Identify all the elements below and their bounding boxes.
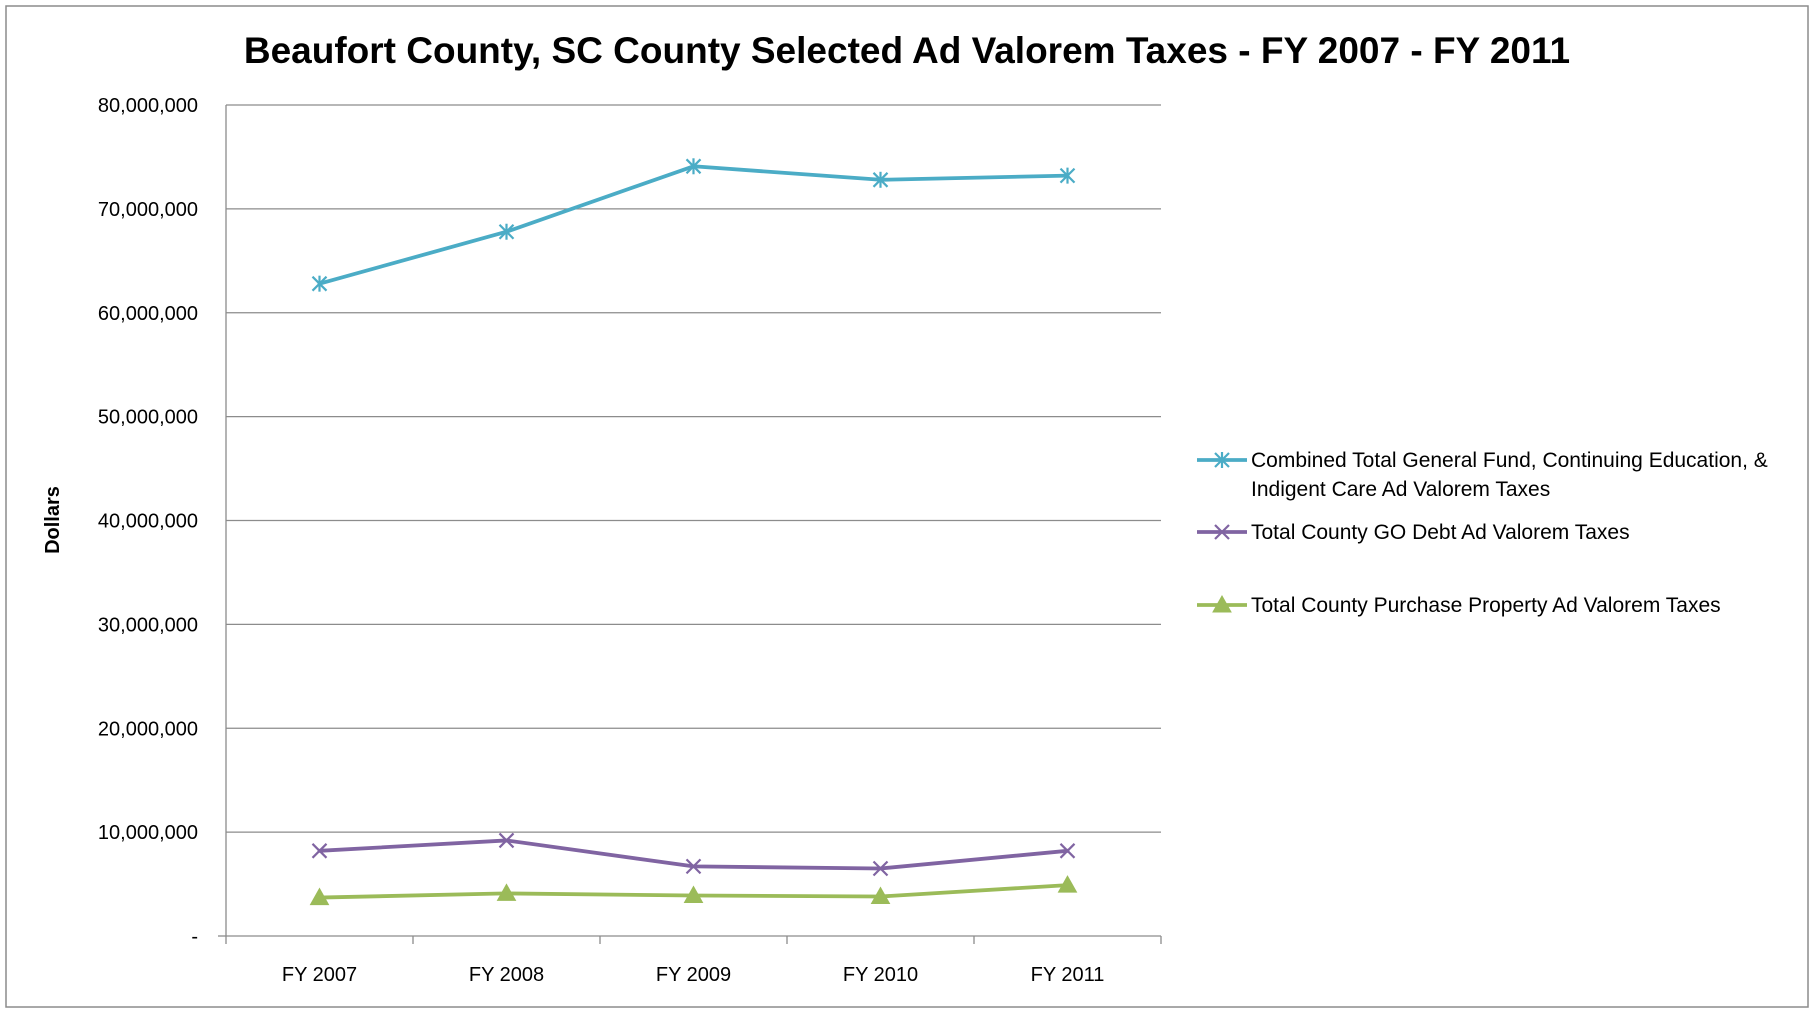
- series-2-point: [685, 858, 702, 875]
- series-1-point: [498, 223, 515, 240]
- marker-stroke: [498, 832, 515, 849]
- series-3-point: [683, 885, 704, 903]
- legend-marker: [1214, 524, 1230, 540]
- legend-label: Indigent Care Ad Valorem Taxes: [1251, 478, 1550, 501]
- series-2-point: [311, 843, 328, 859]
- y-tick-labels: - 10,000,000 20,000,000 30,000,000 40,000,00…: [98, 95, 198, 948]
- legend-marker: [1214, 452, 1230, 468]
- chart-title: Beaufort County, SC County Selected Ad V…: [244, 30, 1570, 71]
- x-tick-label: FY 2011: [1031, 964, 1105, 986]
- y-axis-label: Dollars: [42, 486, 64, 554]
- legend-marker: [1212, 594, 1232, 613]
- axes: [218, 105, 1162, 944]
- y-tick-label: 70,000,000: [98, 199, 198, 221]
- series-1-point: [872, 171, 889, 188]
- x-tick-labels: FY 2007 FY 2008 FY 2009 FY 2010 FY 2011: [282, 964, 1105, 986]
- y-tick-label: 40,000,000: [98, 511, 198, 533]
- series-3-point: [309, 887, 330, 906]
- series-2-point: [1059, 843, 1076, 859]
- chart-border: [5, 5, 1809, 1008]
- legend-label: Total County GO Debt Ad Valorem Taxes: [1251, 521, 1630, 544]
- legend-entry: Total County Purchase Property Ad Valore…: [1197, 594, 1721, 617]
- x-tick-label: FY 2009: [656, 964, 731, 986]
- y-tick-label: 30,000,000: [98, 614, 198, 636]
- y-tick-label: 80,000,000: [98, 95, 198, 117]
- marker-stroke: [872, 860, 889, 877]
- legend: Combined Total General Fund, Continuing …: [1197, 449, 1768, 617]
- x-tick-label: FY 2007: [282, 964, 357, 986]
- series-3-point: [870, 886, 891, 905]
- legend-entry: Combined Total General Fund, Continuing …: [1197, 449, 1768, 501]
- series-1-point: [685, 158, 702, 175]
- x-tick-label: FY 2008: [469, 964, 544, 986]
- y-tick-label: 10,000,000: [98, 822, 198, 844]
- legend-label: Total County Purchase Property Ad Valore…: [1251, 594, 1721, 617]
- y-tick-label: -: [191, 926, 198, 948]
- marker-stroke: [685, 858, 702, 875]
- marker-stroke: [1214, 524, 1230, 540]
- x-tick-label: FY 2010: [843, 964, 918, 986]
- series-1-point: [1059, 167, 1076, 184]
- legend-entry: Total County GO Debt Ad Valorem Taxes: [1197, 521, 1630, 544]
- series-3-point: [1057, 875, 1078, 893]
- y-tick-label: 60,000,000: [98, 303, 198, 325]
- series-1-point: [311, 275, 328, 292]
- legend-label: Combined Total General Fund, Continuing …: [1251, 449, 1768, 472]
- series-2-point: [498, 832, 515, 849]
- series-layer: [309, 158, 1078, 906]
- gridlines: [226, 104, 1161, 833]
- y-tick-label: 50,000,000: [98, 407, 198, 429]
- series-3-point: [496, 883, 517, 901]
- marker-stroke: [1059, 843, 1076, 859]
- series-2-point: [872, 860, 889, 877]
- y-tick-label: 20,000,000: [98, 718, 198, 740]
- marker-stroke: [311, 843, 328, 859]
